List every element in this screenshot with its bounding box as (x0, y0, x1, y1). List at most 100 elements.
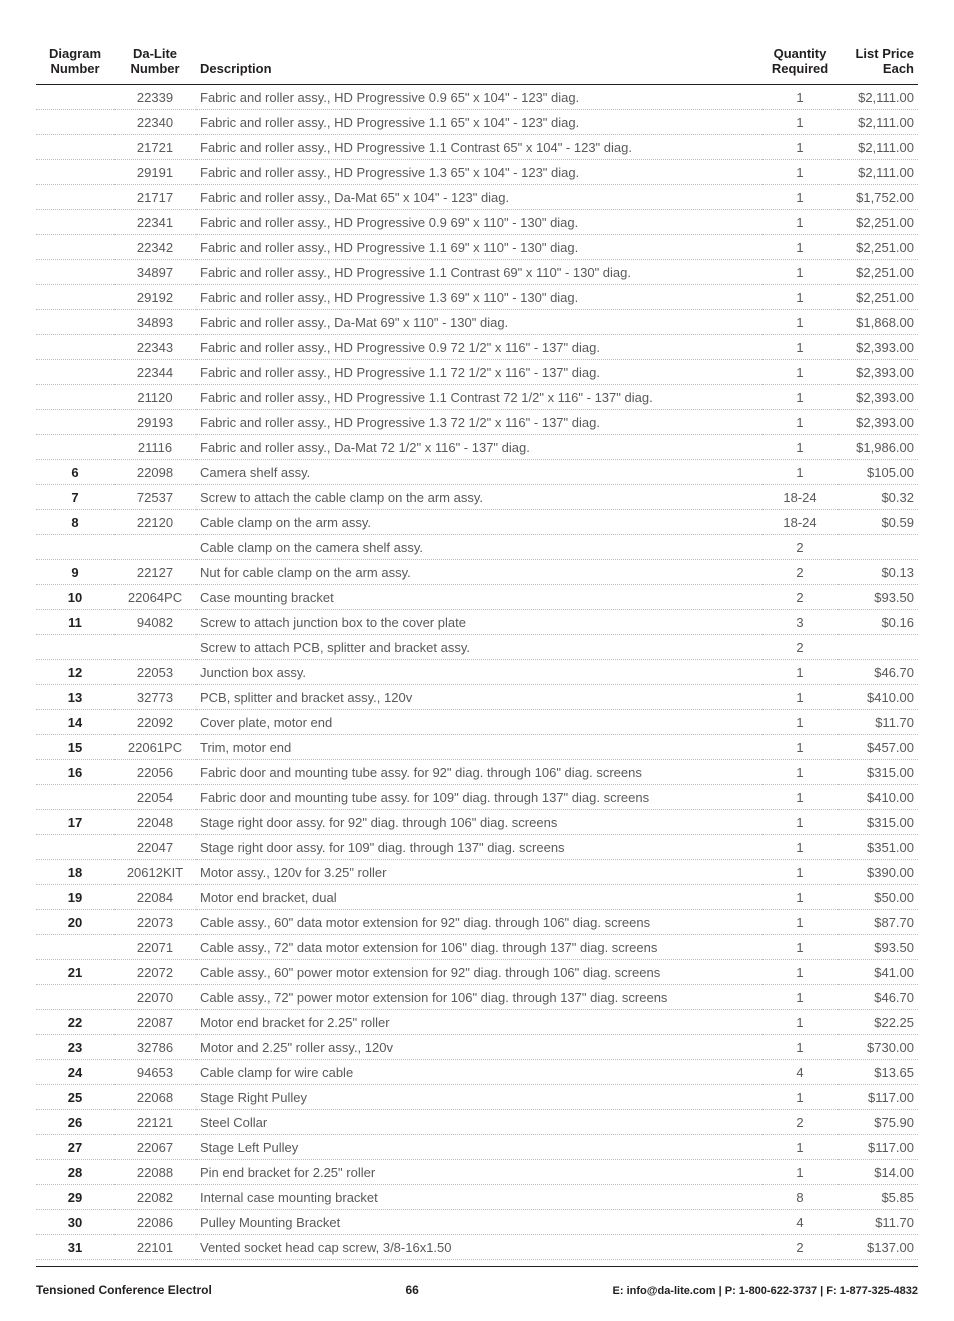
cell-quantity-required: 1 (762, 985, 838, 1010)
cell-diagram-number: 29 (36, 1185, 114, 1210)
cell-quantity-required: 1 (762, 835, 838, 860)
cell-list-price: $2,111.00 (838, 85, 918, 110)
cell-quantity-required: 2 (762, 560, 838, 585)
cell-diagram-number: 9 (36, 560, 114, 585)
table-row: 29192Fabric and roller assy., HD Progres… (36, 285, 918, 310)
cell-list-price: $50.00 (838, 885, 918, 910)
page-footer: Tensioned Conference Electrol 66 E: info… (36, 1283, 918, 1297)
cell-list-price: $390.00 (838, 860, 918, 885)
table-row: 2922082Internal case mounting bracket8$5… (36, 1185, 918, 1210)
cell-diagram-number: 6 (36, 460, 114, 485)
table-row: 1522061PCTrim, motor end1$457.00 (36, 735, 918, 760)
footer-page-number: 66 (406, 1283, 419, 1297)
cell-dalite-number: 22088 (114, 1160, 196, 1185)
cell-quantity-required: 1 (762, 85, 838, 110)
table-row: 29193Fabric and roller assy., HD Progres… (36, 410, 918, 435)
cell-diagram-number: 7 (36, 485, 114, 510)
cell-list-price (838, 635, 918, 660)
cell-diagram-number (36, 160, 114, 185)
table-row: 22070Cable assy., 72" power motor extens… (36, 985, 918, 1010)
cell-diagram-number (36, 260, 114, 285)
cell-dalite-number: 22086 (114, 1210, 196, 1235)
cell-dalite-number: 22087 (114, 1010, 196, 1035)
table-row: 22340Fabric and roller assy., HD Progres… (36, 110, 918, 135)
cell-diagram-number (36, 785, 114, 810)
cell-quantity-required: 1 (762, 110, 838, 135)
table-row: 2222087Motor end bracket for 2.25" rolle… (36, 1010, 918, 1035)
cell-quantity-required: 2 (762, 1235, 838, 1260)
cell-list-price: $2,393.00 (838, 410, 918, 435)
cell-quantity-required: 1 (762, 460, 838, 485)
cell-dalite-number: 22341 (114, 210, 196, 235)
table-row: 2022073Cable assy., 60" data motor exten… (36, 910, 918, 935)
cell-dalite-number: 22092 (114, 710, 196, 735)
cell-quantity-required: 1 (762, 1010, 838, 1035)
table-row: Screw to attach PCB, splitter and bracke… (36, 635, 918, 660)
cell-list-price: $1,868.00 (838, 310, 918, 335)
cell-dalite-number: 22056 (114, 760, 196, 785)
header-quantity-required: Quantity Required (762, 40, 838, 85)
cell-quantity-required: 1 (762, 360, 838, 385)
cell-description: Steel Collar (196, 1110, 762, 1135)
cell-dalite-number: 21717 (114, 185, 196, 210)
cell-dalite-number: 20612KIT (114, 860, 196, 885)
cell-list-price: $5.85 (838, 1185, 918, 1210)
cell-list-price: $0.13 (838, 560, 918, 585)
cell-diagram-number: 18 (36, 860, 114, 885)
table-row: 622098Camera shelf assy.1$105.00 (36, 460, 918, 485)
cell-quantity-required: 2 (762, 585, 838, 610)
cell-description: Fabric and roller assy., Da-Mat 72 1/2" … (196, 435, 762, 460)
cell-dalite-number: 22068 (114, 1085, 196, 1110)
cell-list-price: $2,393.00 (838, 335, 918, 360)
cell-description: Cable clamp on the arm assy. (196, 510, 762, 535)
table-row: 22342Fabric and roller assy., HD Progres… (36, 235, 918, 260)
cell-dalite-number: 29191 (114, 160, 196, 185)
cell-description: Stage right door assy. for 92" diag. thr… (196, 810, 762, 835)
cell-quantity-required: 2 (762, 535, 838, 560)
table-row: 21717Fabric and roller assy., Da-Mat 65"… (36, 185, 918, 210)
cell-quantity-required: 1 (762, 910, 838, 935)
cell-description: Pin end bracket for 2.25" roller (196, 1160, 762, 1185)
table-row: 34893Fabric and roller assy., Da-Mat 69"… (36, 310, 918, 335)
table-row: 2622121Steel Collar2$75.90 (36, 1110, 918, 1135)
cell-diagram-number (36, 935, 114, 960)
cell-dalite-number: 22344 (114, 360, 196, 385)
cell-diagram-number: 17 (36, 810, 114, 835)
table-row: 2522068Stage Right Pulley1$117.00 (36, 1085, 918, 1110)
cell-dalite-number: 29193 (114, 410, 196, 435)
header-text: Description (200, 61, 272, 76)
cell-dalite-number: 72537 (114, 485, 196, 510)
cell-dalite-number: 22340 (114, 110, 196, 135)
cell-list-price: $14.00 (838, 1160, 918, 1185)
cell-dalite-number: 22339 (114, 85, 196, 110)
cell-list-price: $0.16 (838, 610, 918, 635)
cell-diagram-number: 27 (36, 1135, 114, 1160)
header-text: Number (50, 61, 99, 76)
cell-dalite-number: 22084 (114, 885, 196, 910)
table-row: 1622056Fabric door and mounting tube ass… (36, 760, 918, 785)
cell-dalite-number: 94653 (114, 1060, 196, 1085)
table-row: 2722067Stage Left Pulley1$117.00 (36, 1135, 918, 1160)
cell-quantity-required: 1 (762, 1085, 838, 1110)
cell-description: Junction box assy. (196, 660, 762, 685)
cell-list-price: $117.00 (838, 1135, 918, 1160)
header-description: Description (196, 40, 762, 85)
cell-list-price: $46.70 (838, 660, 918, 685)
cell-diagram-number (36, 435, 114, 460)
cell-quantity-required: 18-24 (762, 510, 838, 535)
cell-description: Fabric and roller assy., HD Progressive … (196, 360, 762, 385)
table-row: 22071Cable assy., 72" data motor extensi… (36, 935, 918, 960)
cell-description: Case mounting bracket (196, 585, 762, 610)
cell-description: Stage Right Pulley (196, 1085, 762, 1110)
cell-quantity-required: 1 (762, 935, 838, 960)
cell-list-price: $11.70 (838, 710, 918, 735)
cell-description: Cable assy., 72" data motor extension fo… (196, 935, 762, 960)
cell-diagram-number (36, 385, 114, 410)
cell-diagram-number: 10 (36, 585, 114, 610)
cell-diagram-number: 11 (36, 610, 114, 635)
footer-product-name: Tensioned Conference Electrol (36, 1283, 212, 1297)
header-text: Da-Lite (133, 46, 177, 61)
cell-list-price: $457.00 (838, 735, 918, 760)
cell-dalite-number (114, 635, 196, 660)
cell-description: Motor assy., 120v for 3.25" roller (196, 860, 762, 885)
